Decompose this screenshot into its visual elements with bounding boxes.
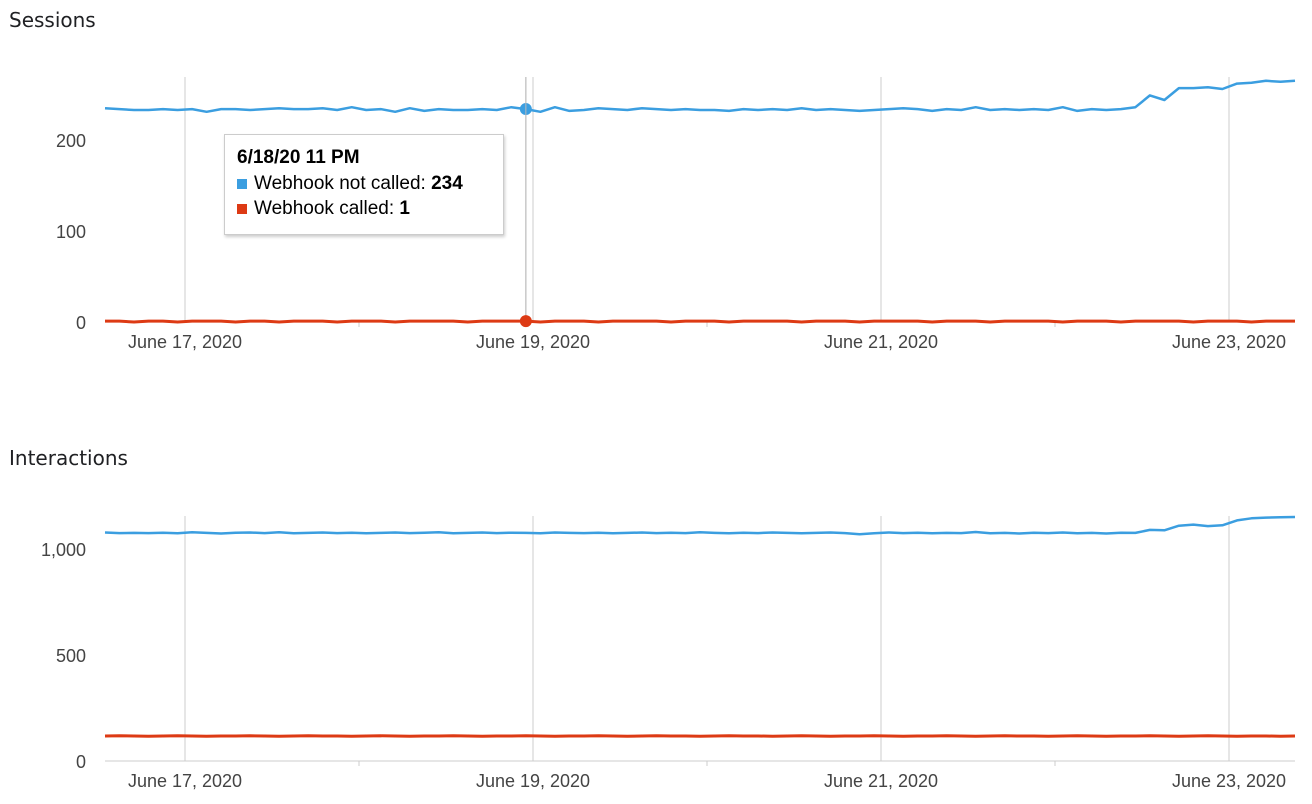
- y-tick-label: 1,000: [41, 540, 86, 560]
- tooltip-label: Webhook called:: [254, 198, 395, 219]
- y-tick-label: 500: [56, 646, 86, 666]
- tooltip-row-called: Webhook called: 1: [237, 198, 491, 220]
- tooltip: 6/18/20 11 PM Webhook not called: 234 We…: [224, 134, 504, 235]
- y-tick-label: 200: [56, 131, 86, 151]
- x-tick-label: June 19, 2020: [476, 771, 590, 791]
- x-tick-label: June 21, 2020: [824, 332, 938, 352]
- x-tick-label: June 23, 2020: [1172, 771, 1286, 791]
- series-line-webhook-called: [105, 319, 1295, 324]
- tooltip-title: 6/18/20 11 PM: [237, 147, 360, 168]
- chart-title-sessions: Sessions: [9, 8, 96, 32]
- chart-title-interactions: Interactions: [9, 446, 128, 470]
- x-tick-label: June 23, 2020: [1172, 332, 1286, 352]
- series-line-webhook-not-called: [104, 79, 1296, 114]
- legend-swatch-blue: [237, 179, 247, 189]
- tooltip-label: Webhook not called:: [254, 173, 426, 194]
- x-tick-label: June 17, 2020: [128, 771, 242, 791]
- tooltip-value: 1: [399, 198, 410, 219]
- y-tick-label: 100: [56, 222, 86, 242]
- x-tick-label: June 21, 2020: [824, 771, 938, 791]
- x-tick-label: June 19, 2020: [476, 332, 590, 352]
- x-tick-label: June 17, 2020: [128, 332, 242, 352]
- series-line-webhook-not-called: [104, 515, 1296, 536]
- hover-point: [519, 315, 532, 328]
- tooltip-row-not-called: Webhook not called: 234: [237, 173, 491, 195]
- y-tick-label: 0: [76, 752, 86, 772]
- sessions-chart: June 17, 2020 June 19, 2020 June 21, 2020 J…: [56, 77, 1296, 352]
- y-tick-label: 0: [76, 313, 86, 333]
- legend-swatch-red: [237, 204, 247, 214]
- tooltip-value: 234: [431, 173, 463, 194]
